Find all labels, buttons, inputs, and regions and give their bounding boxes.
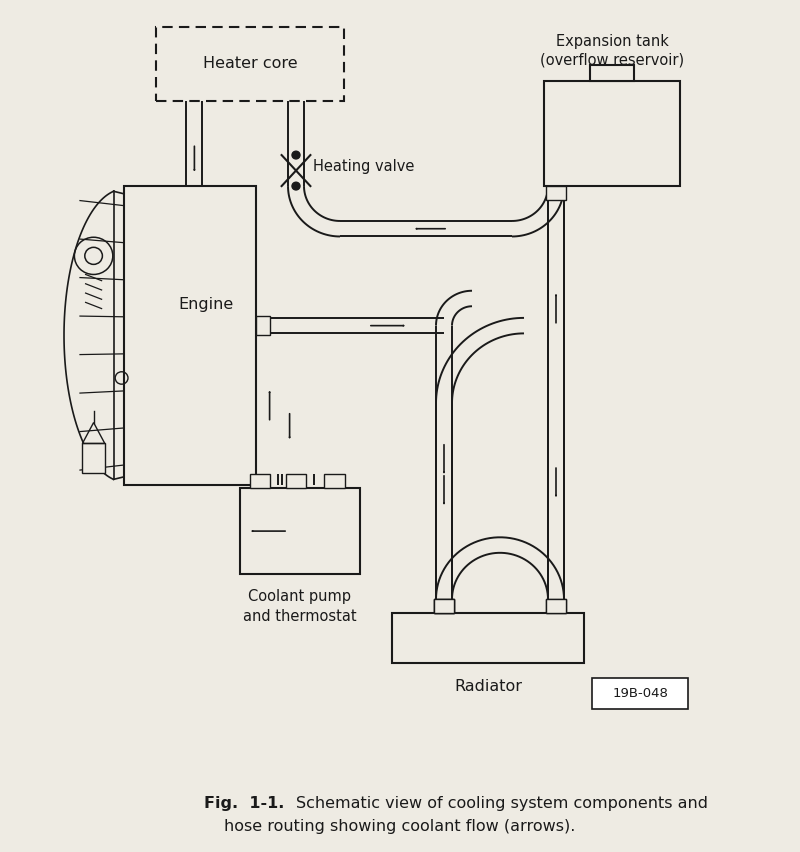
Text: Heater core: Heater core: [202, 56, 298, 72]
Text: Fig.  1-1.: Fig. 1-1.: [204, 796, 284, 811]
Text: Radiator: Radiator: [454, 679, 522, 694]
Bar: [286, 475, 306, 488]
Text: (overflow reservoir): (overflow reservoir): [540, 52, 684, 67]
Circle shape: [292, 151, 300, 159]
Bar: [434, 599, 454, 613]
Bar: [590, 65, 634, 82]
Bar: [156, 27, 344, 101]
Bar: [256, 316, 270, 335]
Text: and thermostat: and thermostat: [243, 609, 357, 624]
Bar: [240, 488, 360, 573]
Text: Coolant pump: Coolant pump: [249, 590, 351, 605]
Bar: [82, 444, 105, 473]
Text: hose routing showing coolant flow (arrows).: hose routing showing coolant flow (arrow…: [224, 819, 576, 834]
Bar: [434, 599, 454, 613]
Text: Heating valve: Heating valve: [314, 159, 414, 174]
Bar: [546, 599, 566, 613]
Text: Schematic view of cooling system components and: Schematic view of cooling system compone…: [296, 796, 708, 811]
Bar: [546, 186, 566, 200]
Text: Engine: Engine: [178, 296, 234, 312]
Bar: [392, 613, 584, 663]
Bar: [546, 599, 566, 613]
Bar: [250, 475, 270, 488]
Bar: [124, 186, 256, 485]
Text: Expansion tank: Expansion tank: [555, 33, 669, 49]
Bar: [434, 599, 454, 613]
Text: 19B-048: 19B-048: [612, 688, 668, 700]
Bar: [592, 678, 688, 710]
Circle shape: [292, 182, 300, 190]
Bar: [544, 82, 680, 186]
Bar: [324, 475, 345, 488]
